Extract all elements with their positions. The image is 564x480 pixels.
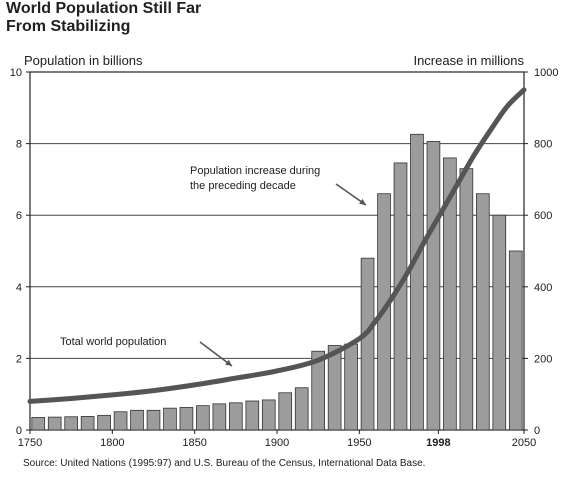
annotation-bars-text: Population increase during	[190, 165, 320, 177]
bar	[146, 409, 161, 431]
x-tick-label: 1900	[265, 437, 289, 449]
annotation-line-text: Total world population	[60, 336, 166, 348]
left-axis-label: Population in billions	[24, 53, 143, 68]
population-line	[27, 87, 527, 404]
bar	[278, 392, 293, 431]
right-tick-label: 800	[534, 139, 552, 151]
x-tick-label: 2050	[512, 437, 536, 449]
bar	[80, 415, 95, 431]
bar	[163, 407, 177, 431]
right-tick-label: 400	[534, 282, 552, 294]
right-tick-label: 200	[534, 353, 552, 365]
annotation-line-arrow-head	[225, 359, 232, 366]
left-tick-label: 4	[16, 282, 22, 294]
bar	[443, 157, 457, 431]
bar	[245, 400, 260, 431]
x-tick-label: 1998	[426, 437, 450, 449]
bar	[64, 416, 78, 431]
bar	[311, 350, 325, 431]
bar	[97, 414, 111, 431]
right-axis-label: Increase in millions	[413, 53, 524, 68]
bar	[31, 417, 46, 431]
bar	[393, 162, 408, 431]
chart-title-line: World Population Still Far	[6, 0, 202, 17]
bar	[476, 193, 490, 431]
chart-title: World Population Still Far From Stabiliz…	[6, 0, 201, 36]
left-tick-label: 8	[16, 139, 22, 151]
left-tick-label: 6	[16, 210, 22, 222]
x-tick-label: 1750	[18, 437, 42, 449]
right-tick-label: 1000	[534, 67, 558, 79]
right-tick-label: 0	[534, 425, 540, 437]
bar	[294, 387, 309, 431]
bar	[130, 409, 144, 431]
bar	[229, 402, 243, 431]
bar	[360, 257, 375, 431]
annotation-bars-arrow-head	[359, 198, 366, 205]
chart-title-line: From Stabilizing	[6, 18, 131, 35]
bar	[212, 403, 227, 431]
bar	[492, 214, 507, 431]
bar	[459, 168, 474, 431]
x-tick-label: 1950	[347, 437, 371, 449]
bar	[327, 345, 342, 431]
annotation-bars-text: the preceding decade	[190, 180, 296, 192]
bar	[344, 343, 358, 431]
left-tick-label: 2	[16, 353, 22, 365]
annotation-line-arrow	[199, 341, 233, 367]
bar	[179, 407, 194, 431]
left-tick-label: 0	[16, 425, 22, 437]
bar	[410, 133, 424, 431]
bar	[261, 399, 276, 431]
bar	[426, 141, 441, 431]
x-tick-label: 1800	[100, 437, 124, 449]
bar	[196, 405, 210, 431]
left-tick-label: 10	[10, 67, 22, 79]
bar	[508, 250, 523, 431]
source-note: Source: United Nations (1995:97) and U.S…	[23, 458, 426, 469]
bar	[113, 411, 128, 431]
bar	[47, 416, 62, 431]
right-tick-label: 600	[534, 210, 552, 222]
x-tick-label: 1850	[182, 437, 206, 449]
